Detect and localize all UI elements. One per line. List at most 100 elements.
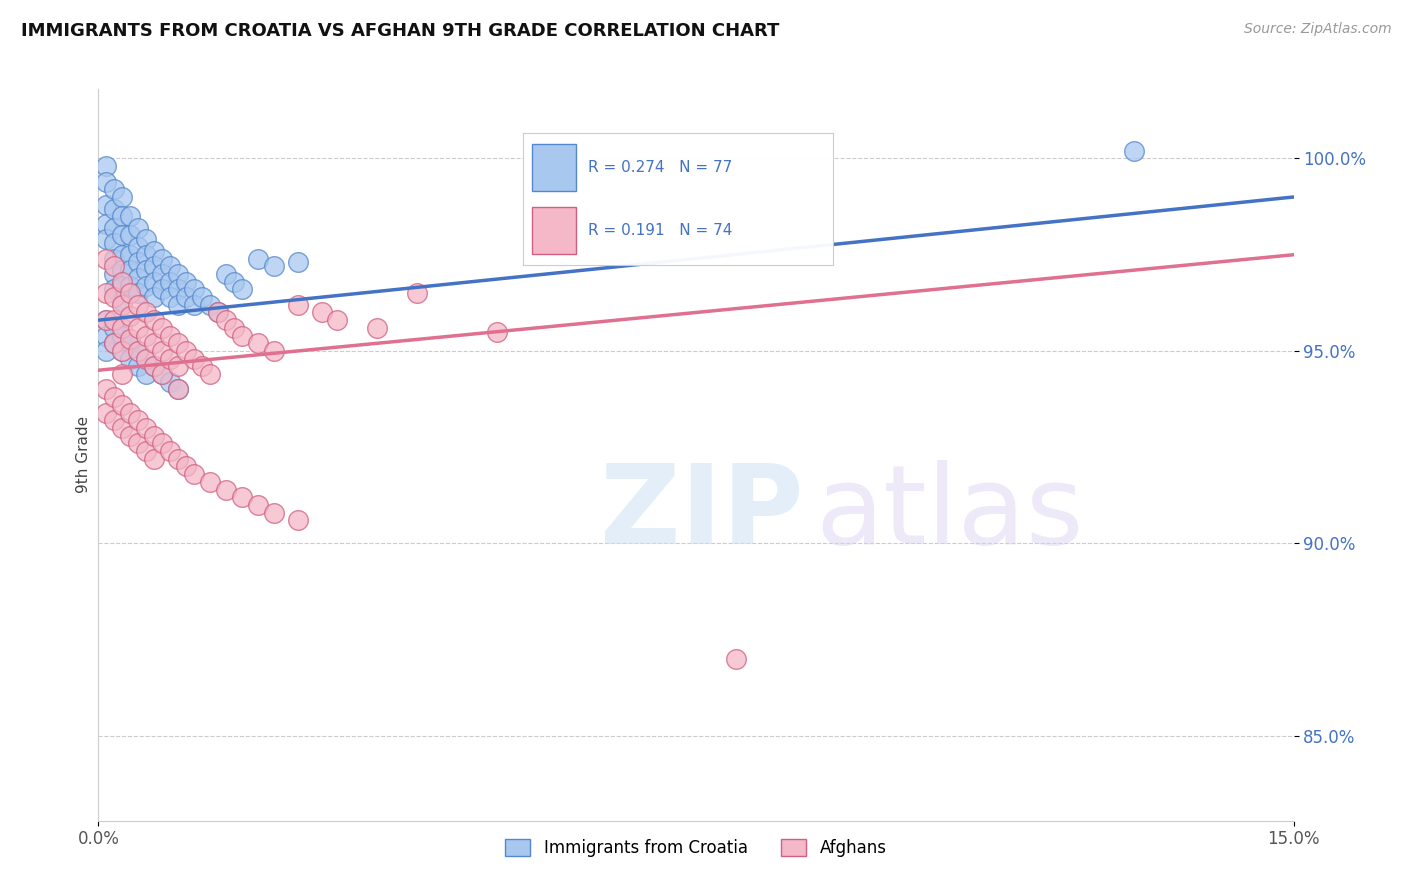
Point — [96, 313, 118, 327]
Point — [150, 436, 173, 450]
Point — [103, 390, 125, 404]
Point — [96, 217, 118, 231]
Point — [127, 240, 149, 254]
Point — [263, 506, 285, 520]
Point — [246, 252, 269, 266]
Point — [406, 286, 429, 301]
Point — [207, 305, 229, 319]
Point — [287, 513, 309, 527]
Point — [127, 286, 149, 301]
Point — [103, 313, 125, 327]
Point — [174, 459, 197, 474]
Point — [111, 298, 134, 312]
Point — [135, 444, 157, 458]
Point — [198, 367, 221, 381]
Point — [167, 282, 190, 296]
Point — [183, 467, 205, 482]
Point — [120, 248, 142, 262]
Point — [143, 313, 166, 327]
Point — [191, 290, 214, 304]
Point — [120, 286, 142, 301]
Point — [111, 263, 134, 277]
Point — [159, 351, 181, 366]
Point — [143, 359, 166, 374]
Legend: Immigrants from Croatia, Afghans: Immigrants from Croatia, Afghans — [499, 832, 893, 863]
Point — [120, 428, 142, 442]
Point — [103, 236, 125, 251]
Point — [159, 290, 181, 304]
Point — [120, 209, 142, 223]
Y-axis label: 9th Grade: 9th Grade — [76, 417, 91, 493]
Point — [167, 383, 190, 397]
Point — [96, 232, 118, 246]
Point — [127, 255, 149, 269]
Point — [127, 270, 149, 285]
Text: IMMIGRANTS FROM CROATIA VS AFGHAN 9TH GRADE CORRELATION CHART: IMMIGRANTS FROM CROATIA VS AFGHAN 9TH GR… — [21, 22, 779, 40]
Point — [120, 228, 142, 243]
Point — [120, 406, 142, 420]
Point — [150, 282, 173, 296]
Point — [167, 359, 190, 374]
Point — [135, 305, 157, 319]
Point — [127, 298, 149, 312]
Point — [103, 290, 125, 304]
Point — [231, 282, 253, 296]
Point — [127, 343, 149, 358]
Point — [135, 263, 157, 277]
Point — [167, 336, 190, 351]
Point — [111, 421, 134, 435]
Point — [1123, 144, 1146, 158]
Point — [231, 490, 253, 504]
Point — [135, 351, 157, 366]
Text: ZIP: ZIP — [600, 460, 804, 567]
Point — [215, 483, 238, 497]
Point — [231, 328, 253, 343]
Point — [150, 343, 173, 358]
Point — [167, 451, 190, 466]
Point — [143, 336, 166, 351]
Point — [150, 267, 173, 281]
Point — [127, 436, 149, 450]
Point — [103, 182, 125, 196]
Point — [263, 260, 285, 274]
Point — [207, 305, 229, 319]
Point — [143, 260, 166, 274]
Text: Source: ZipAtlas.com: Source: ZipAtlas.com — [1244, 22, 1392, 37]
Point — [287, 298, 309, 312]
Point — [111, 293, 134, 308]
Point — [96, 159, 118, 173]
Point — [96, 406, 118, 420]
Point — [96, 197, 118, 211]
Point — [143, 290, 166, 304]
Point — [143, 359, 166, 374]
Point — [263, 343, 285, 358]
Point — [183, 298, 205, 312]
Point — [103, 202, 125, 216]
Point — [103, 336, 125, 351]
Point — [174, 343, 197, 358]
Point — [111, 398, 134, 412]
Point — [111, 343, 134, 358]
Point — [103, 321, 125, 335]
Point — [103, 252, 125, 266]
Point — [120, 310, 142, 324]
Point — [96, 328, 118, 343]
Point — [111, 321, 134, 335]
Point — [96, 286, 118, 301]
Point — [143, 244, 166, 258]
Point — [111, 278, 134, 293]
Point — [103, 267, 125, 281]
Point — [111, 248, 134, 262]
Point — [150, 367, 173, 381]
Point — [135, 248, 157, 262]
Point — [103, 220, 125, 235]
Point — [103, 282, 125, 296]
Point — [135, 232, 157, 246]
Point — [135, 421, 157, 435]
Point — [103, 336, 125, 351]
Point — [143, 275, 166, 289]
Point — [103, 413, 125, 427]
Point — [127, 359, 149, 374]
Point — [159, 444, 181, 458]
Point — [159, 260, 181, 274]
